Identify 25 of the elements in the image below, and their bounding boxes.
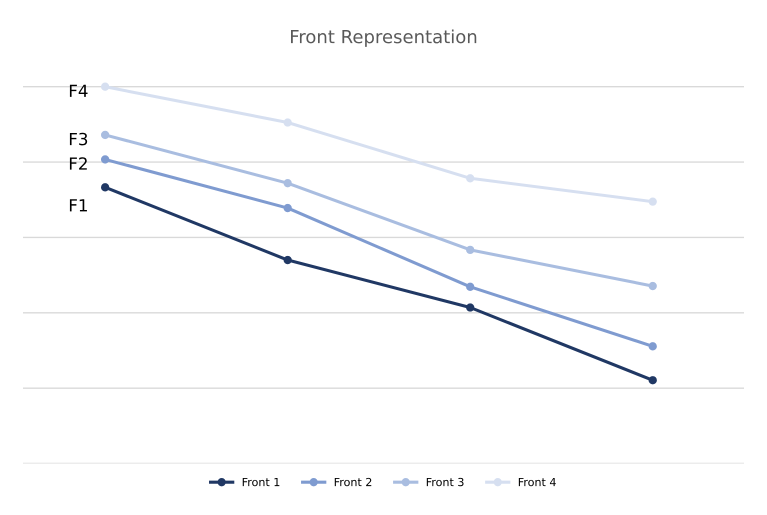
point bbox=[648, 197, 657, 206]
point bbox=[100, 130, 110, 140]
point bbox=[648, 282, 657, 290]
annotation: F1 bbox=[70, 199, 87, 212]
point bbox=[466, 174, 474, 182]
point bbox=[284, 118, 292, 127]
legend-label: Front 3 bbox=[426, 478, 464, 486]
point bbox=[466, 282, 474, 291]
point bbox=[284, 204, 292, 212]
chart-title: Front Representation bbox=[291, 29, 476, 47]
legend-label: Front 1 bbox=[242, 478, 280, 486]
point bbox=[284, 179, 292, 188]
point bbox=[466, 303, 474, 312]
point bbox=[100, 155, 110, 164]
point bbox=[100, 183, 110, 192]
point bbox=[648, 376, 657, 384]
annotation: F2 bbox=[70, 157, 87, 170]
point bbox=[284, 256, 292, 264]
point bbox=[648, 342, 657, 350]
point bbox=[466, 246, 474, 254]
legend-label: Front 2 bbox=[334, 478, 372, 486]
annotation: F4 bbox=[70, 84, 88, 97]
annotation: F3 bbox=[70, 132, 88, 146]
point bbox=[100, 82, 110, 91]
legend-label: Front 4 bbox=[518, 478, 556, 486]
